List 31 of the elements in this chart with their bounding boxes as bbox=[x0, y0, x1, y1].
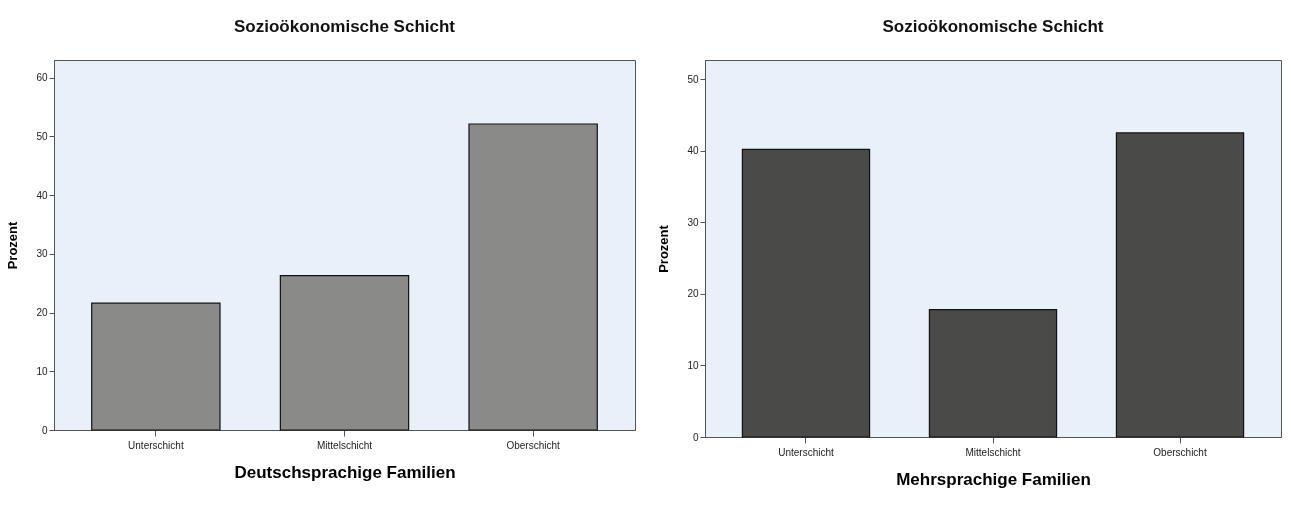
y-tick-label: 50 bbox=[687, 73, 699, 85]
y-tick-label: 60 bbox=[36, 72, 48, 84]
x-tick-label: Mittelschicht bbox=[965, 446, 1021, 458]
bar bbox=[741, 148, 871, 438]
bar bbox=[928, 309, 1058, 438]
bar bbox=[468, 123, 598, 431]
y-axis-title: Prozent bbox=[5, 220, 21, 270]
y-tick-label: 20 bbox=[687, 288, 699, 300]
x-tick-label: Oberschicht bbox=[506, 439, 561, 451]
chart-title: Sozioökonomische Schicht bbox=[882, 17, 1104, 36]
x-axis-title: Mehrsprachige Familien bbox=[896, 469, 1091, 489]
y-axis-title: Prozent bbox=[656, 224, 672, 273]
y-tick-label: 10 bbox=[36, 365, 48, 377]
x-tick-label: Unterschicht bbox=[778, 446, 834, 458]
y-tick-label: 30 bbox=[687, 216, 699, 228]
y-tick-label: 40 bbox=[36, 189, 48, 201]
y-tick-label: 0 bbox=[41, 424, 48, 436]
x-tick-label: Mittelschicht bbox=[316, 439, 373, 451]
y-tick-label: 50 bbox=[36, 130, 48, 142]
x-tick-label: Unterschicht bbox=[128, 439, 184, 451]
bar bbox=[279, 274, 410, 431]
x-axis-title: Deutschsprachige Familien bbox=[234, 462, 456, 482]
y-tick-label: 0 bbox=[692, 431, 699, 443]
y-tick-label: 40 bbox=[687, 145, 699, 157]
y-tick-label: 30 bbox=[36, 248, 48, 260]
x-tick-label: Oberschicht bbox=[1153, 446, 1207, 458]
chart-title: Sozioökonomische Schicht bbox=[233, 17, 456, 36]
y-tick-label: 10 bbox=[687, 359, 699, 371]
bar bbox=[91, 302, 221, 431]
y-tick-label: 20 bbox=[36, 307, 48, 319]
bar bbox=[1115, 132, 1245, 438]
